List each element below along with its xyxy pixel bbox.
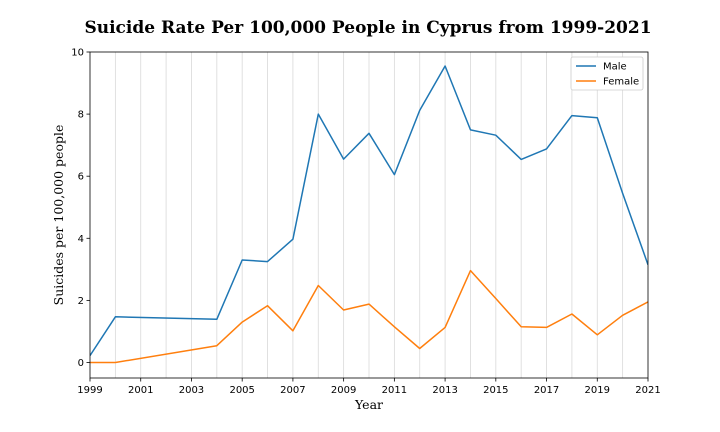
y-tick-label: 4 [78,234,84,245]
legend-label: Female [603,77,639,88]
x-tick-label: 2013 [432,385,457,396]
legend: Male Female [570,56,644,91]
x-tick-label: 2017 [534,385,559,396]
x-tick-label: 2001 [128,385,153,396]
grid-lines [114,52,624,378]
series-layer [90,65,648,364]
y-axis-ticks: 0 2 4 6 8 10 [71,48,90,369]
y-axis-label: Suicides per 100,000 people [51,125,66,306]
chart-title: Suicide Rate Per 100,000 People in Cypru… [84,18,651,38]
x-axis-ticks: 1999 2001 2003 2005 2007 2009 2011 2013 2015 2017… [77,378,661,396]
x-tick-label: 2005 [229,385,254,396]
y-tick-label: 10 [71,48,84,59]
legend-label: Male [603,62,627,73]
y-tick-label: 6 [78,172,84,183]
series-line-female [90,269,648,364]
y-tick-label: 8 [78,110,84,121]
x-tick-label: 2021 [635,385,660,396]
x-tick-label: 2019 [585,385,610,396]
plot-frame [89,51,649,379]
x-tick-label: 2003 [179,385,204,396]
y-tick-label: 0 [78,358,84,369]
x-tick-label: 2011 [382,385,407,396]
x-tick-label: 2015 [483,385,508,396]
x-axis-label: Year [354,397,383,412]
x-tick-label: 2009 [331,385,356,396]
x-tick-label: 2007 [280,385,305,396]
y-tick-label: 2 [78,296,84,307]
x-tick-label: 1999 [77,385,102,396]
series-line-male [90,65,648,357]
